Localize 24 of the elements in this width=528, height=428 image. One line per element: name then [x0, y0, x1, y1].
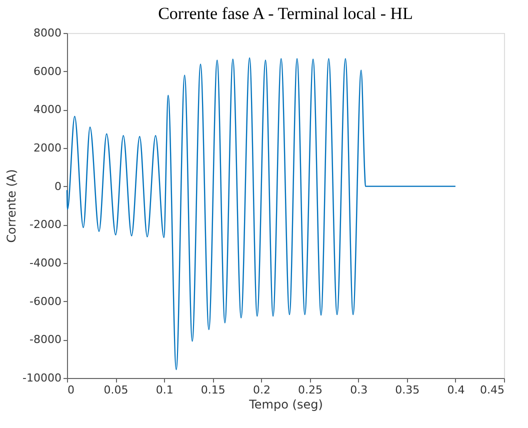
x-tick-label: 0.05	[104, 384, 128, 396]
y-tick-label: -6000	[30, 294, 62, 308]
y-axis-title: Corrente (A)	[4, 169, 19, 243]
y-tick-label: 4000	[34, 103, 62, 116]
x-axis-title: Tempo (seg)	[248, 398, 323, 412]
y-tick-label: 8000	[34, 26, 62, 40]
y-tick-label: -10000	[22, 372, 62, 384]
chart-title: Corrente fase A - Terminal local - HL	[158, 4, 413, 23]
x-tick-label: 0.3	[350, 384, 368, 396]
line-series	[66, 57, 456, 370]
x-tick-label: 0.2	[252, 384, 270, 396]
y-tick-label: 0	[54, 180, 62, 193]
x-tick-label: 0.25	[298, 384, 323, 396]
x-tick-label: 0.45	[480, 384, 504, 396]
y-tick-label: -2000	[30, 218, 62, 232]
y-tick-label: 2000	[34, 142, 62, 154]
y-tick-label: 6000	[34, 64, 62, 78]
y-tick-label: -4000	[30, 256, 62, 270]
x-tick-label: 0.4	[447, 384, 465, 396]
x-tick-label: 0.1	[156, 384, 174, 396]
x-tick-label: 0.35	[395, 384, 420, 396]
x-tick-label: 0	[68, 384, 74, 396]
x-tick-label: 0.15	[200, 384, 226, 396]
y-tick-label: -8000	[30, 333, 62, 346]
